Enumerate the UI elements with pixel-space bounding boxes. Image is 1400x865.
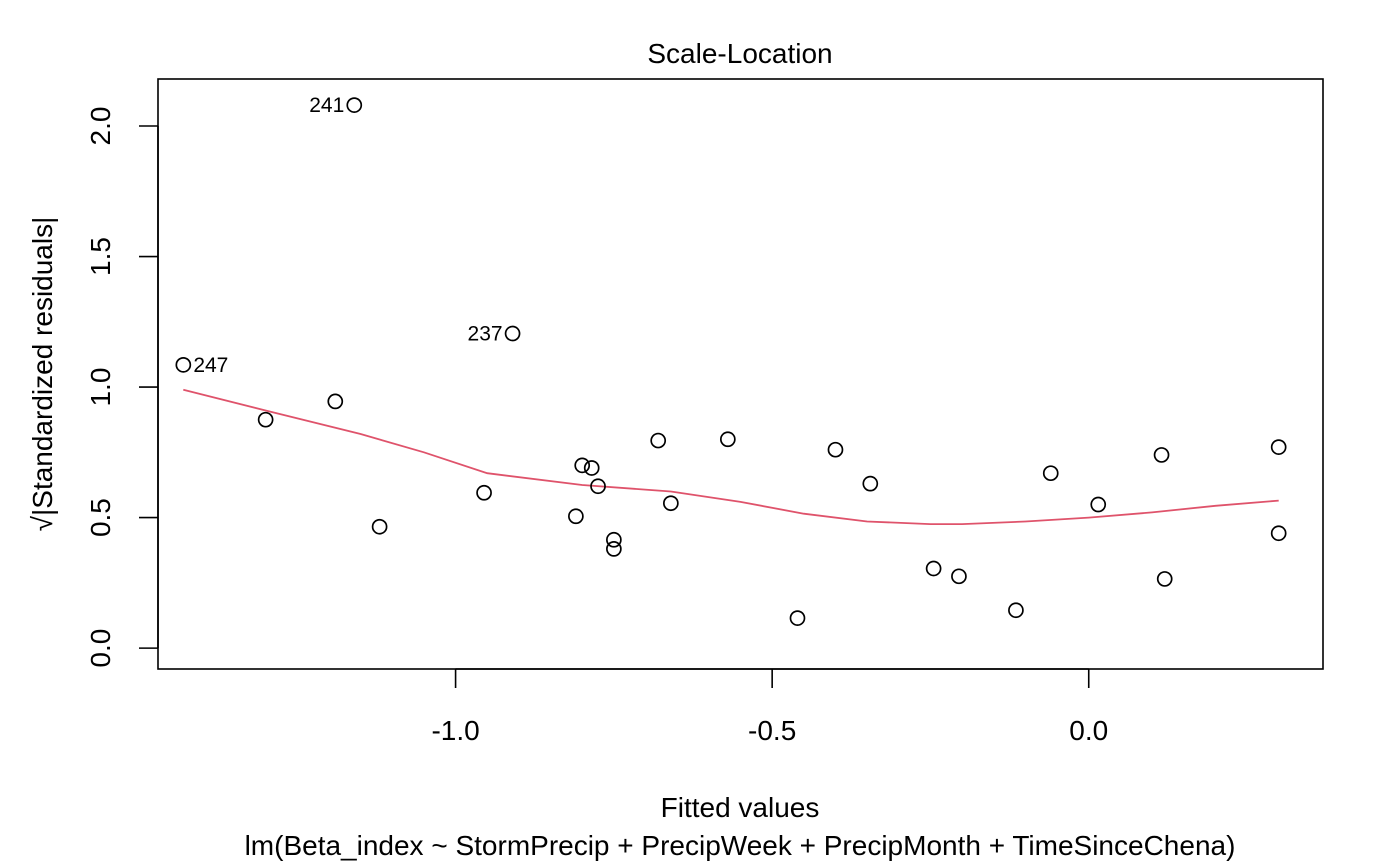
data-point <box>606 541 622 557</box>
y-tick-label: 1.0 <box>85 368 116 407</box>
x-tick-label: -0.5 <box>748 715 796 746</box>
data-point <box>574 457 591 474</box>
y-tick-label: 1.5 <box>85 237 116 276</box>
data-point <box>827 441 844 458</box>
y-axis-label: √|Standardized residuals| <box>27 217 58 532</box>
points-layer: 247 241 237 <box>175 94 1287 626</box>
plot-frame <box>157 78 1324 670</box>
y-tick-label: 0.0 <box>85 629 116 668</box>
data-point <box>371 518 388 535</box>
model-formula-label: lm(Beta_index ~ StormPrecip + PrecipWeek… <box>245 830 1236 861</box>
data-point <box>650 432 667 449</box>
y-tick-label: 2.0 <box>85 107 116 146</box>
data-point <box>504 325 521 342</box>
data-point <box>1156 571 1173 587</box>
smooth-line-layer <box>183 388 1279 525</box>
data-point <box>606 531 622 548</box>
data-point <box>1042 465 1059 482</box>
chart-title: Scale-Location <box>647 38 832 69</box>
data-point <box>583 460 600 476</box>
x-tick-label: 0.0 <box>1069 715 1108 746</box>
data-point <box>1270 525 1287 542</box>
data-point <box>346 97 363 113</box>
y-axis: 0.0 0.5 1.0 1.5 2.0 <box>85 107 159 668</box>
y-tick-label: 0.5 <box>85 498 116 537</box>
point-label: 237 <box>468 323 503 346</box>
data-point <box>951 568 967 585</box>
data-point <box>1090 496 1107 513</box>
data-point <box>327 393 344 410</box>
data-point <box>789 610 806 626</box>
data-point <box>590 478 606 495</box>
data-point <box>925 560 942 577</box>
data-point <box>175 357 192 373</box>
data-point <box>1153 447 1170 463</box>
data-point <box>476 484 492 501</box>
x-tick-label: -1.0 <box>431 715 479 746</box>
data-point <box>257 411 274 428</box>
x-axis-label: Fitted values <box>661 792 820 823</box>
data-point <box>719 431 736 448</box>
point-label: 241 <box>309 94 344 117</box>
point-label: 247 <box>193 354 228 377</box>
data-point <box>862 475 879 492</box>
x-axis: -1.0 -0.5 0.0 <box>431 668 1108 746</box>
data-point <box>1008 602 1024 619</box>
smoother-line <box>183 388 1279 525</box>
data-point <box>663 495 679 512</box>
data-point <box>568 508 584 525</box>
data-point <box>1270 439 1287 455</box>
